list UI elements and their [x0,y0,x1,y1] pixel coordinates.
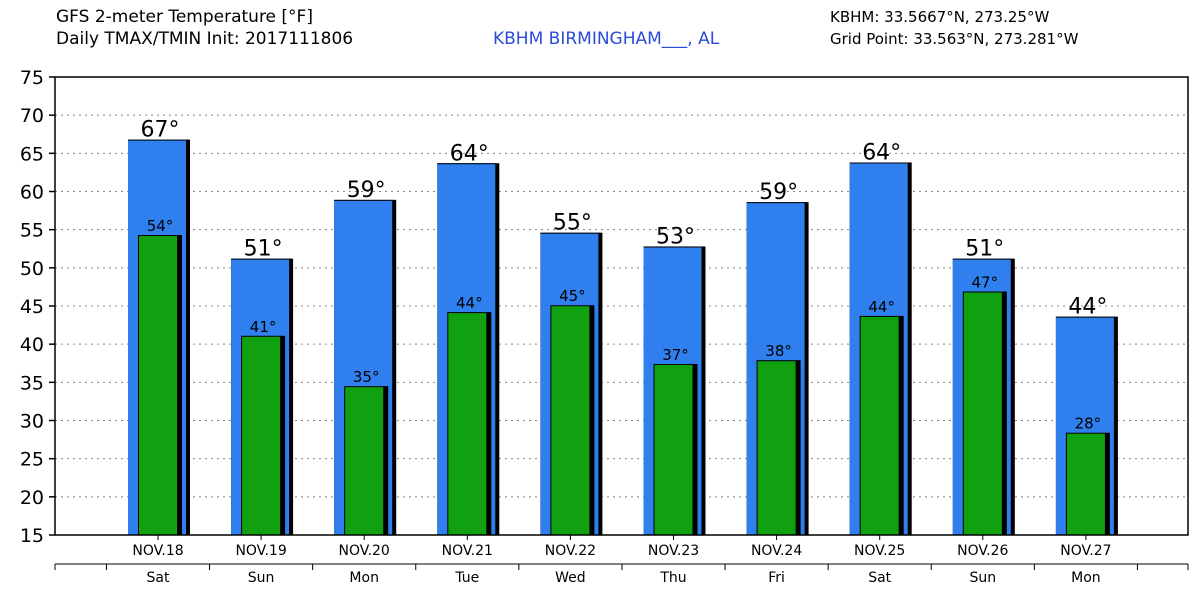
tmax-value-label: 44° [1068,295,1107,320]
y-tick-label: 65 [20,143,44,165]
x-tick-label-date: NOV.23 [648,543,699,559]
tmin-value-label: 44° [868,298,895,316]
x-tick-label-date: NOV.19 [235,543,286,559]
y-tick-label: 55 [20,220,44,242]
tmin-value-label: 38° [765,342,792,360]
tmin-bar [345,387,384,535]
tmin-value-label: 45° [559,287,586,305]
tmin-bar [242,336,281,535]
grid-point-coordinates: Grid Point: 33.563°N, 273.281°W [830,30,1079,48]
x-tick-label-date: NOV.25 [854,543,905,559]
x-tick-label-weekday: Mon [1071,570,1101,586]
x-tick-label-weekday: Tue [454,570,479,586]
tmin-value-label: 37° [662,346,689,364]
y-tick-label: 75 [20,67,44,89]
tmax-value-label: 59° [347,178,386,203]
tmin-value-label: 44° [456,294,483,312]
tmin-bar [551,306,590,535]
tmin-bar [757,361,796,535]
tmin-value-label: 28° [1075,415,1102,433]
y-tick-label: 40 [20,334,44,356]
x-tick-label-weekday: Thu [659,570,686,586]
y-tick-label: 15 [20,525,44,547]
tmin-bar [1066,433,1105,535]
y-tick-label: 45 [20,296,44,318]
tmax-value-label: 64° [450,141,489,166]
x-tick-label-date: NOV.21 [442,543,493,559]
y-tick-label: 20 [20,487,44,509]
x-tick-label-date: NOV.27 [1060,543,1111,559]
tmin-value-label: 54° [147,217,174,235]
y-tick-label: 25 [20,449,44,471]
y-tick-label: 70 [20,105,44,127]
y-tick-label: 35 [20,372,44,394]
tmax-value-label: 64° [862,140,901,165]
x-tick-label-date: NOV.18 [132,543,183,559]
x-tick-label-date: NOV.24 [751,543,802,559]
chart-title: GFS 2-meter Temperature [°F] [56,7,313,27]
tmin-bar [860,316,899,535]
tmin-bar [139,236,177,535]
station-coordinates: KBHM: 33.5667°N, 273.25°W [830,8,1050,26]
tmax-value-label: 51° [244,237,283,262]
x-tick-label-weekday: Fri [768,570,785,586]
tmax-value-label: 51° [965,237,1004,262]
y-tick-label: 50 [20,258,44,280]
tmin-value-label: 41° [250,318,277,336]
x-tick-label-date: NOV.22 [545,543,596,559]
x-tick-label-date: NOV.20 [339,543,390,559]
tmin-value-label: 47° [972,273,999,291]
x-tick-label-date: NOV.26 [957,543,1008,559]
tmin-value-label: 35° [353,368,380,386]
tmax-value-label: 53° [656,224,695,249]
x-tick-label-weekday: Wed [555,570,586,586]
x-tick-label-weekday: Sun [969,570,996,586]
tmin-bar [654,365,693,535]
tmax-value-label: 59° [759,180,798,205]
tmax-value-label: 55° [553,211,592,236]
tmax-value-label: 67° [141,118,180,143]
tmin-bar [448,313,487,535]
x-tick-label-weekday: Sun [248,570,275,586]
tmin-bar [963,292,1002,535]
x-tick-label-weekday: Sat [868,570,891,586]
x-tick-label-weekday: Sat [147,570,170,586]
station-name: KBHM BIRMINGHAM___, AL [493,29,720,49]
y-tick-label: 30 [20,411,44,433]
y-tick-label: 60 [20,182,44,204]
chart-subtitle: Daily TMAX/TMIN Init: 2017111806 [56,29,354,49]
x-tick-label-weekday: Mon [349,570,379,586]
